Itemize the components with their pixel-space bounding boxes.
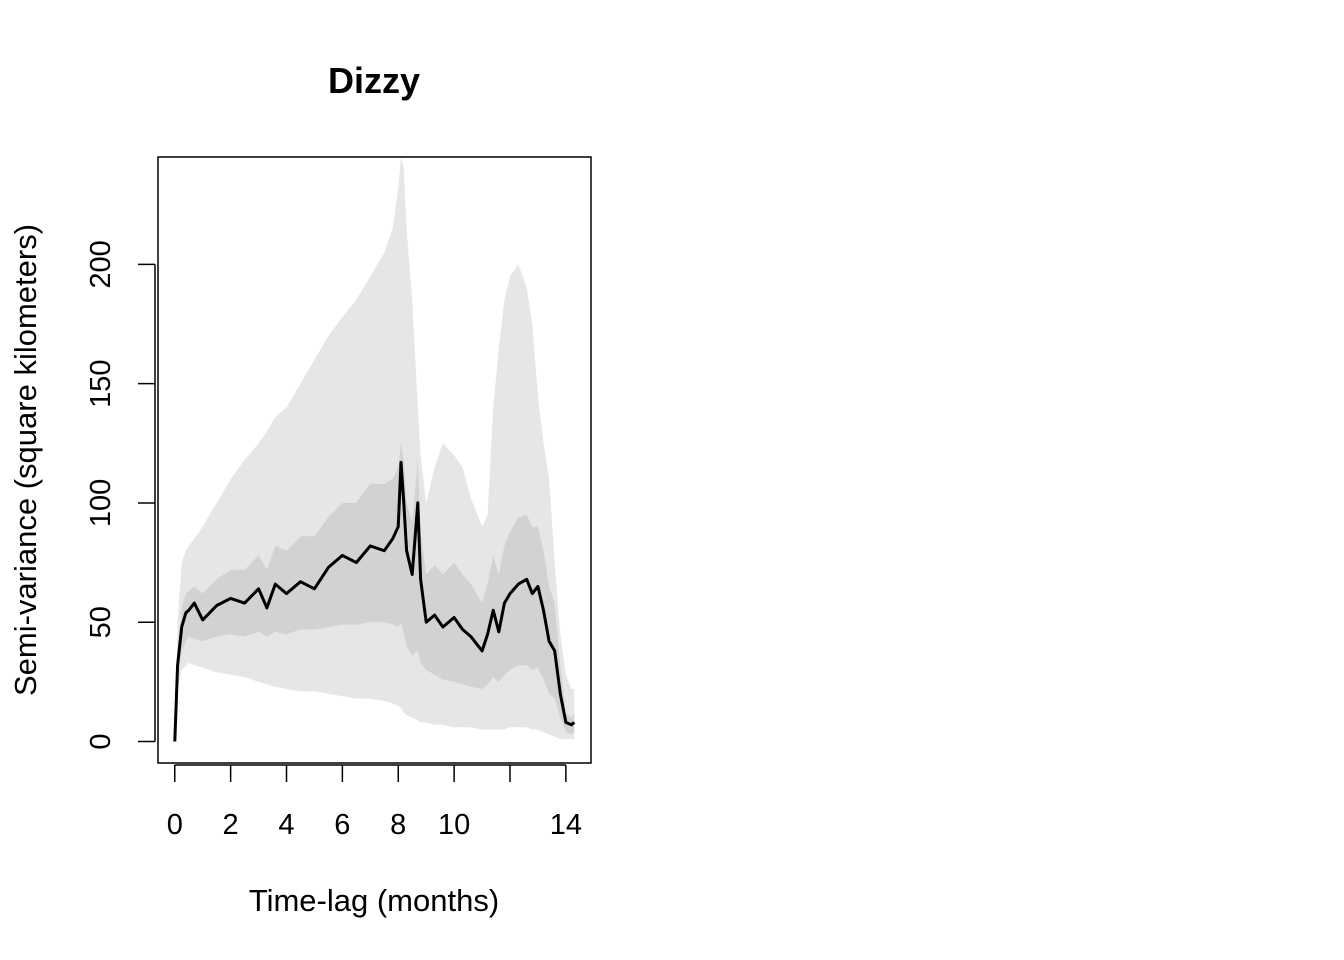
y-tick-label: 50 xyxy=(85,606,117,638)
inner-confidence-band xyxy=(174,443,575,742)
x-tick-label: 14 xyxy=(550,809,582,841)
y-axis: 0 50 100 150 200 xyxy=(85,240,156,750)
y-axis-label: Semi-variance (square kilometers) xyxy=(8,224,43,696)
chart-title: Dizzy xyxy=(328,60,420,101)
plot-frame xyxy=(157,156,592,764)
semi-variance-line xyxy=(173,460,576,742)
x-tick-label: 6 xyxy=(334,809,350,841)
x-axis-label: Time-lag (months) xyxy=(249,883,499,918)
x-tick-label: 10 xyxy=(438,809,470,841)
x-tick-label: 8 xyxy=(390,809,406,841)
y-tick-label: 150 xyxy=(85,360,117,408)
y-tick-label: 200 xyxy=(85,240,117,288)
x-tick-label: 2 xyxy=(223,809,239,841)
x-tick-label: 0 xyxy=(167,809,183,841)
y-tick-label: 100 xyxy=(85,479,117,527)
plot-area xyxy=(173,157,576,742)
x-axis: 0 2 4 6 8 10 14 xyxy=(167,764,582,841)
y-tick-label: 0 xyxy=(85,733,117,749)
x-tick-label: 4 xyxy=(278,809,294,841)
